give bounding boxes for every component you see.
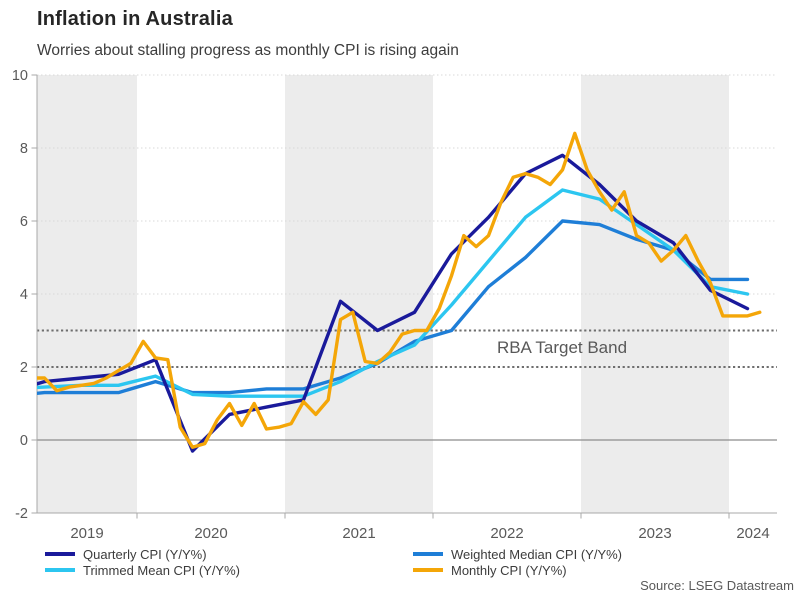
y-tick-label-0: 0 <box>20 433 28 449</box>
series-line-quarterly-cpi-y-y <box>37 153 750 453</box>
x-year-label-2020: 2020 <box>194 525 227 542</box>
y-tick-label-10: 10 <box>12 68 28 84</box>
legend-label-quarterly-cpi: Quarterly CPI (Y/Y%) <box>83 546 207 562</box>
y-tick-label-6: 6 <box>20 214 28 230</box>
x-year-label-2022: 2022 <box>490 525 523 542</box>
rba-target-band-label: RBA Target Band <box>496 338 628 357</box>
y-tick-label-8: 8 <box>20 141 28 157</box>
legend-item-weighted-median-cpi: Weighted Median CPI (Y/Y%) <box>413 546 622 562</box>
legend-swatch-weighted-median-cpi <box>413 552 443 556</box>
legend-item-quarterly-cpi: Quarterly CPI (Y/Y%) <box>45 546 207 562</box>
year-band-2023 <box>581 75 730 513</box>
legend-label-monthly-cpi: Monthly CPI (Y/Y%) <box>451 562 567 578</box>
x-year-label-2019: 2019 <box>70 525 103 542</box>
legend-label-weighted-median-cpi: Weighted Median CPI (Y/Y%) <box>451 546 622 562</box>
x-year-label-2023: 2023 <box>638 525 671 542</box>
source-credit: Source: LSEG Datastream <box>640 578 794 593</box>
legend-item-monthly-cpi: Monthly CPI (Y/Y%) <box>413 562 567 578</box>
year-band-2021 <box>285 75 434 513</box>
legend-label-trimmed-mean-cpi: Trimmed Mean CPI (Y/Y%) <box>83 562 240 578</box>
legend-swatch-quarterly-cpi <box>45 552 75 556</box>
legend-item-trimmed-mean-cpi: Trimmed Mean CPI (Y/Y%) <box>45 562 240 578</box>
x-year-label-2024: 2024 <box>736 525 769 542</box>
chart-subtitle: Worries about stalling progress as month… <box>37 42 459 59</box>
legend-swatch-trimmed-mean-cpi <box>45 568 75 572</box>
x-year-label-2021: 2021 <box>342 525 375 542</box>
y-tick-label--2: -2 <box>15 506 28 522</box>
y-tick-label-4: 4 <box>20 287 28 303</box>
chart-title: Inflation in Australia <box>37 8 233 30</box>
legend-swatch-monthly-cpi <box>413 568 443 572</box>
series-line-monthly-cpi-y-y <box>37 131 762 449</box>
y-tick-label-2: 2 <box>20 360 28 376</box>
